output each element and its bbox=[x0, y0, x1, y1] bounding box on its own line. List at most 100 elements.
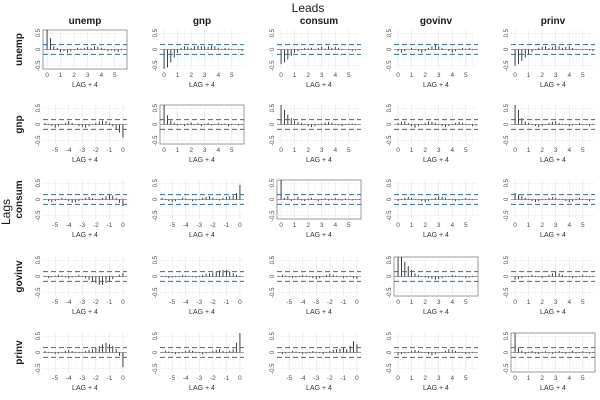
x-tick-label: 2 bbox=[189, 147, 193, 154]
panel-prinv-gnp: 0.5 0 -0.5 -5 -4 -3 -2 -1 0 LAG + 4 bbox=[153, 331, 244, 392]
y-tick-label: -0.5 bbox=[387, 287, 393, 298]
y-tick-label: 0.5 bbox=[270, 255, 276, 264]
x-tick-label: 3 bbox=[437, 299, 441, 306]
x-axis-label: LAG + 4 bbox=[72, 309, 98, 316]
y-tick-label: 0 bbox=[153, 274, 159, 278]
x-tick-label: -3 bbox=[79, 222, 85, 229]
y-tick-label: 0.5 bbox=[270, 103, 276, 112]
y-tick-label: 0 bbox=[270, 47, 276, 51]
y-tick-label: 0 bbox=[36, 197, 42, 201]
x-tick-label: 4 bbox=[99, 72, 103, 79]
x-tick-label: -4 bbox=[183, 375, 189, 382]
x-tick-label: 4 bbox=[333, 222, 337, 229]
x-tick-label: -3 bbox=[79, 147, 85, 154]
x-tick-label: -2 bbox=[327, 375, 333, 382]
x-axis-label: LAG + 4 bbox=[540, 309, 566, 316]
x-tick-label: 5 bbox=[581, 147, 585, 154]
x-tick-label: -5 bbox=[52, 222, 58, 229]
x-tick-label: -1 bbox=[106, 375, 112, 382]
y-tick-label: 0.5 bbox=[387, 28, 393, 37]
y-tick-label: -0.5 bbox=[153, 210, 159, 221]
column-header-unemp: unemp bbox=[69, 16, 102, 27]
x-tick-label: 3 bbox=[437, 72, 441, 79]
x-tick-label: -4 bbox=[66, 147, 72, 154]
y-tick-label: 0 bbox=[504, 122, 510, 126]
y-tick-label: 0.5 bbox=[504, 28, 510, 37]
x-tick-label: 1 bbox=[527, 222, 531, 229]
x-tick-label: -4 bbox=[300, 375, 306, 382]
x-tick-label: -4 bbox=[183, 222, 189, 229]
x-axis-label: LAG + 4 bbox=[306, 232, 332, 239]
x-tick-label: 1 bbox=[293, 72, 297, 79]
x-tick-label: -2 bbox=[93, 222, 99, 229]
y-tick-label: 0.5 bbox=[504, 255, 510, 264]
x-tick-label: 1 bbox=[527, 147, 531, 154]
y-tick-label: 0 bbox=[153, 47, 159, 51]
x-axis-label: LAG + 4 bbox=[423, 232, 449, 239]
x-tick-label: -5 bbox=[286, 375, 292, 382]
x-tick-label: -2 bbox=[93, 147, 99, 154]
x-axis-label: LAG + 4 bbox=[306, 82, 332, 89]
y-tick-label: -0.5 bbox=[270, 60, 276, 71]
x-tick-label: -3 bbox=[79, 375, 85, 382]
y-tick-label: 0 bbox=[36, 122, 42, 126]
x-tick-label: 2 bbox=[423, 72, 427, 79]
x-tick-label: 1 bbox=[527, 375, 531, 382]
y-tick-label: 0 bbox=[270, 197, 276, 201]
x-tick-label: 4 bbox=[216, 147, 220, 154]
x-tick-label: 0 bbox=[279, 147, 283, 154]
y-tick-label: 0.5 bbox=[36, 103, 42, 112]
row-axis-label: Lags bbox=[0, 199, 13, 225]
row-header-prinv: prinv bbox=[14, 340, 25, 365]
y-tick-label: 0 bbox=[270, 274, 276, 278]
y-tick-label: -0.5 bbox=[36, 287, 42, 298]
y-tick-label: -0.5 bbox=[153, 287, 159, 298]
y-tick-label: 0.5 bbox=[270, 28, 276, 37]
panel-consum-unemp: 0.5 0 -0.5 -5 -4 -3 -2 -1 0 LAG + 4 bbox=[36, 178, 127, 239]
y-tick-label: 0.5 bbox=[504, 178, 510, 187]
y-tick-label: 0.5 bbox=[153, 178, 159, 187]
y-tick-label: 0.5 bbox=[504, 331, 510, 340]
row-header-unemp: unemp bbox=[14, 33, 25, 66]
x-tick-label: -4 bbox=[183, 299, 189, 306]
x-tick-label: 5 bbox=[464, 72, 468, 79]
x-tick-label: 5 bbox=[581, 222, 585, 229]
x-tick-label: 1 bbox=[410, 299, 414, 306]
x-tick-label: 5 bbox=[464, 147, 468, 154]
x-axis-label: LAG + 4 bbox=[423, 309, 449, 316]
x-tick-label: -1 bbox=[106, 147, 112, 154]
x-tick-label: 3 bbox=[86, 72, 90, 79]
y-tick-label: 0 bbox=[387, 274, 393, 278]
y-tick-label: -0.5 bbox=[270, 135, 276, 146]
x-tick-label: 0 bbox=[513, 299, 517, 306]
x-tick-label: -3 bbox=[196, 375, 202, 382]
y-tick-label: 0 bbox=[36, 274, 42, 278]
y-tick-label: -0.5 bbox=[153, 363, 159, 374]
x-tick-label: -1 bbox=[340, 375, 346, 382]
x-tick-label: 4 bbox=[450, 147, 454, 154]
x-tick-label: -5 bbox=[169, 222, 175, 229]
x-tick-label: -1 bbox=[223, 299, 229, 306]
x-tick-label: 4 bbox=[333, 72, 337, 79]
x-tick-label: 5 bbox=[347, 147, 351, 154]
row-header-consum: consum bbox=[14, 180, 25, 218]
x-tick-label: -4 bbox=[66, 375, 72, 382]
y-tick-label: -0.5 bbox=[153, 135, 159, 146]
x-tick-label: -2 bbox=[210, 299, 216, 306]
y-tick-label: 0.5 bbox=[270, 178, 276, 187]
x-tick-label: 0 bbox=[121, 147, 125, 154]
x-tick-label: -5 bbox=[52, 375, 58, 382]
x-tick-label: -3 bbox=[196, 222, 202, 229]
x-tick-label: 1 bbox=[527, 299, 531, 306]
x-tick-label: 2 bbox=[540, 375, 544, 382]
x-axis-label: LAG + 4 bbox=[72, 232, 98, 239]
y-tick-label: 0.5 bbox=[36, 28, 42, 37]
x-tick-label: 0 bbox=[279, 222, 283, 229]
x-tick-label: -5 bbox=[286, 299, 292, 306]
